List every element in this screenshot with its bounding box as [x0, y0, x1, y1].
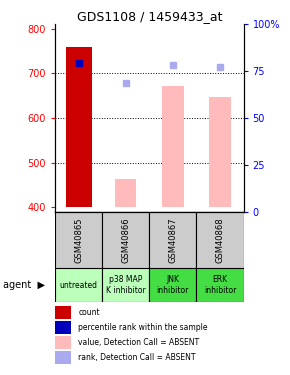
Text: GSM40867: GSM40867: [168, 217, 177, 263]
Text: agent  ▶: agent ▶: [3, 280, 45, 290]
Bar: [196, 268, 244, 302]
Bar: [102, 212, 149, 268]
Bar: [162, 86, 184, 207]
Text: GSM40866: GSM40866: [121, 217, 130, 263]
Text: rank, Detection Call = ABSENT: rank, Detection Call = ABSENT: [78, 353, 196, 362]
Text: GSM40868: GSM40868: [215, 217, 224, 263]
Bar: [196, 212, 244, 268]
Text: percentile rank within the sample: percentile rank within the sample: [78, 323, 208, 332]
Text: GSM40865: GSM40865: [74, 217, 83, 263]
Text: count: count: [78, 308, 100, 317]
Text: ERK
inhibitor: ERK inhibitor: [204, 275, 236, 295]
Text: p38 MAP
K inhibitor: p38 MAP K inhibitor: [106, 275, 146, 295]
Text: JNK
inhibitor: JNK inhibitor: [157, 275, 189, 295]
Bar: [209, 97, 231, 207]
Bar: [66, 47, 92, 207]
Text: untreated: untreated: [60, 280, 98, 290]
Bar: [102, 268, 149, 302]
Title: GDS1108 / 1459433_at: GDS1108 / 1459433_at: [77, 10, 222, 23]
Bar: [55, 212, 102, 268]
Bar: [115, 179, 136, 207]
Bar: [55, 268, 102, 302]
Bar: [149, 212, 196, 268]
Text: value, Detection Call = ABSENT: value, Detection Call = ABSENT: [78, 338, 200, 347]
Bar: [149, 268, 196, 302]
